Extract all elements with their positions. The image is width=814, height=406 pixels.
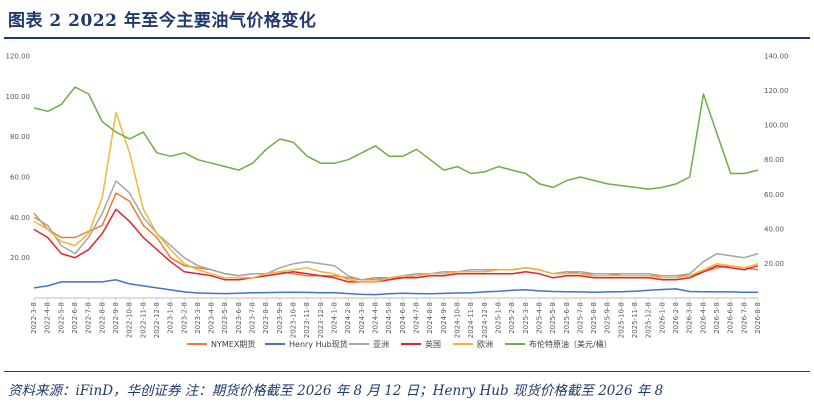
x-tick-label: 2025-11-8: [631, 302, 639, 338]
y-right-tick-label: 20.00: [764, 260, 784, 268]
legend-label: NYMEX期货: [211, 339, 255, 349]
x-tick-label: 2024-3-8: [358, 302, 366, 334]
x-tick-label: 2023-10-8: [290, 302, 298, 338]
x-tick-label: 2026-4-8: [699, 302, 707, 334]
x-tick-label: 2023-5-8: [221, 302, 229, 334]
x-tick-label: 2025-12-8: [645, 302, 653, 338]
series-layer: [33, 86, 759, 296]
y-left-tick-label: 80.00: [10, 133, 30, 141]
x-tick-label: 2023-9-8: [276, 302, 284, 334]
legend-label: 欧洲: [477, 339, 493, 349]
y-right-tick-label: 40.00: [764, 225, 784, 233]
x-tick-label: 2023-4-8: [208, 302, 216, 334]
x-tick-label: 2024-2-8: [344, 302, 352, 334]
x-tick-label: 2025-10-8: [617, 302, 625, 338]
x-tick-label: 2024-9-8: [440, 302, 448, 334]
x-tick-label: 2023-6-8: [235, 302, 243, 334]
x-tick-label: 2022-6-8: [71, 302, 79, 334]
x-tick-label: 2023-12-8: [317, 302, 325, 338]
x-tick-label: 2022-10-8: [126, 302, 134, 338]
y-left-tick-label: 60.00: [10, 174, 30, 182]
source-note: 资料来源：iFinD，华创证券 注：期货价格截至 2026 年 8 月 12 日…: [8, 383, 664, 399]
y-left-tick-label: 120.00: [6, 53, 31, 61]
title-rule: [4, 37, 810, 39]
x-tick-label: 2024-10-8: [453, 302, 461, 338]
x-tick-label: 2025-5-8: [549, 302, 557, 334]
x-tick-label: 2022-8-8: [98, 302, 106, 334]
x-tick-label: 2024-1-8: [331, 302, 339, 334]
x-tick-label: 2026-6-8: [727, 302, 735, 334]
x-tick-label: 2025-9-8: [604, 302, 612, 334]
x-tick-label: 2026-2-8: [672, 302, 680, 334]
y-left-tick-label: 40.00: [10, 214, 30, 222]
x-tick-label: 2026-7-8: [740, 302, 748, 334]
x-tick-label: 2022-12-8: [153, 302, 161, 338]
x-tick-label: 2026-1-8: [658, 302, 666, 334]
y-left-tick-label: 20.00: [10, 254, 30, 262]
series-line-4: [33, 111, 759, 283]
x-tick-label: 2025-3-8: [522, 302, 530, 334]
price-chart: 20.00 40.00 60.00 80.00 100.00 120.00 20.00 40.…: [6, 53, 789, 350]
x-tick-label: 2025-6-8: [563, 302, 571, 334]
y-left-tick-label: 100.00: [6, 93, 31, 101]
series-line-1: [33, 279, 758, 296]
x-tick-label: 2024-6-8: [399, 302, 407, 334]
series-line-3: [33, 208, 759, 283]
legend-label: 亚洲: [373, 340, 389, 349]
x-tick-label: 2022-11-8: [139, 302, 147, 338]
x-tick-label: 2022-3-8: [30, 302, 38, 334]
figure-title: 图表 2 2022 年至今主要油气价格变化: [8, 11, 317, 31]
x-tick-label: 2025-8-8: [590, 302, 598, 334]
axes-layer: 20.00 40.00 60.00 80.00 100.00 120.00 20.00 40.…: [6, 53, 789, 339]
y-right-tick-label: 120.00: [764, 87, 789, 95]
x-tick-label: 2026-3-8: [686, 302, 694, 334]
x-tick-label: 2026-5-8: [713, 302, 721, 334]
x-tick-label: 2023-7-8: [249, 302, 257, 334]
x-tick-label: 2023-2-8: [180, 302, 188, 334]
x-tick-label: 2023-8-8: [262, 302, 270, 334]
x-tick-label: 2022-5-8: [57, 302, 65, 334]
series-line-2: [33, 180, 759, 281]
x-tick-label: 2024-5-8: [385, 302, 393, 334]
x-tick-label: 2024-12-8: [481, 302, 489, 338]
legend: NYMEX期货 Henry Hub现货 亚洲 英国 欧洲 布伦特原油（美元/桶）: [187, 339, 612, 349]
x-tick-label: 2024-4-8: [372, 302, 380, 334]
x-tick-label: 2025-2-8: [508, 302, 516, 334]
x-tick-label: 2023-11-8: [303, 302, 311, 338]
y-right-tick-label: 140.00: [764, 53, 789, 61]
x-tick-label: 2022-9-8: [112, 302, 120, 334]
x-tick-label: 2024-11-8: [467, 302, 475, 338]
x-tick-label: 2023-1-8: [167, 302, 175, 334]
legend-label: Henry Hub现货: [289, 339, 348, 349]
x-tick-label: 2026-8-8: [754, 302, 762, 334]
legend-label: 布伦特原油（美元/桶）: [529, 339, 612, 349]
y-right-tick-label: 80.00: [764, 156, 784, 164]
x-tick-label: 2025-7-8: [576, 302, 584, 334]
x-tick-label: 2022-4-8: [44, 302, 52, 334]
y-right-tick-label: 100.00: [764, 122, 789, 130]
x-tick-label: 2024-7-8: [412, 302, 420, 334]
x-tick-label: 2025-4-8: [535, 302, 543, 334]
x-tick-label: 2025-1-8: [494, 302, 502, 334]
x-tick-label: 2022-7-8: [85, 302, 93, 334]
x-tick-label: 2024-8-8: [426, 302, 434, 334]
x-tick-label: 2023-3-8: [194, 302, 202, 334]
series-line-5: [33, 86, 759, 190]
y-right-tick-label: 60.00: [764, 191, 784, 199]
legend-label: 英国: [425, 339, 441, 349]
footer-rule: [4, 371, 810, 372]
